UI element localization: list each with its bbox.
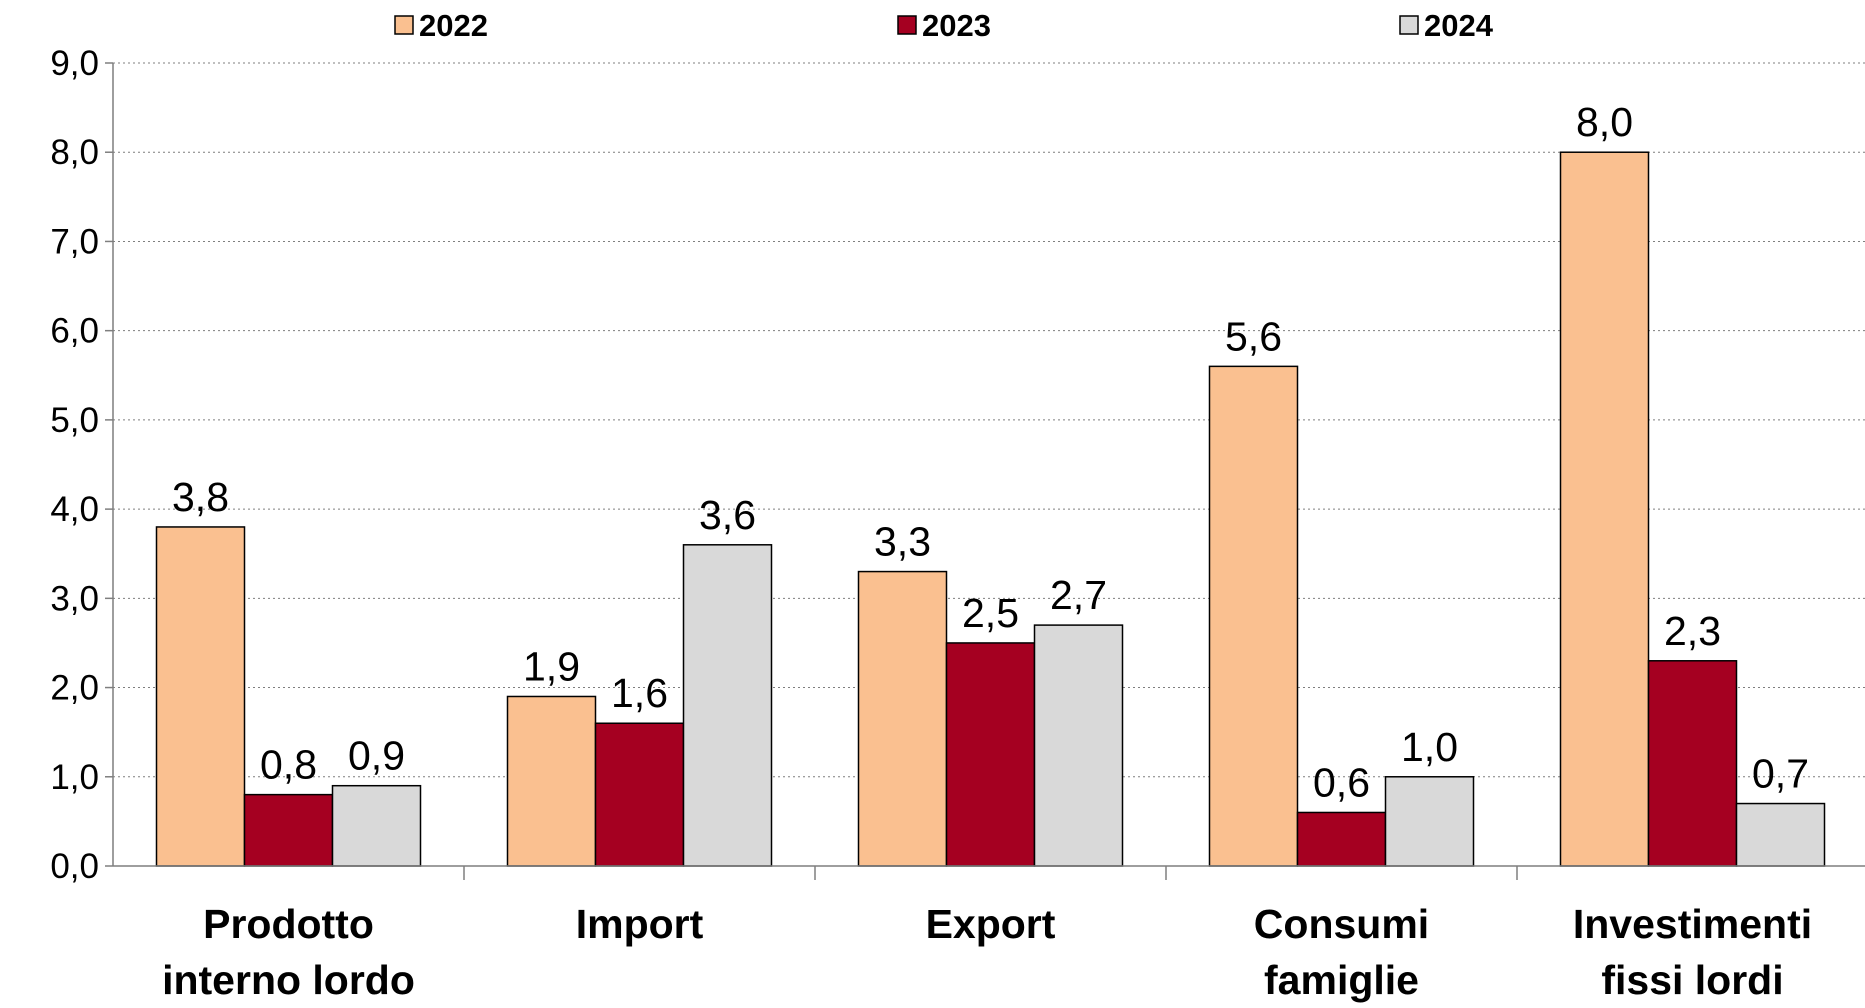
y-tick-label: 1,0 [50,758,99,797]
x-category-label: Import [576,901,704,947]
x-category-label: Investimenti [1573,901,1812,947]
legend-swatch-2023 [897,15,917,35]
bar-2024-2 [1033,624,1124,867]
legend: 2022 2023 2024 [394,8,1494,43]
bar-2023-4 [1647,660,1738,867]
y-tick-label: 8,0 [50,133,99,172]
data-labels: 3,8 0,8 0,9 1,9 1,6 3,6 3,3 2,5 2,7 5,6 0,6 1,0 8,0 2… [172,99,1809,805]
y-tick-label: 2,0 [50,669,99,708]
bar-2023-3 [1296,811,1387,867]
data-label: 2,3 [1664,608,1721,654]
data-label: 0,8 [260,742,317,788]
y-tick-label: 6,0 [50,312,99,351]
bar-2022-4 [1559,151,1650,867]
bar-2024-4 [1735,802,1826,867]
y-tick-label: 0,0 [50,847,99,886]
bar-2024-1 [682,544,773,867]
legend-label: 2024 [1424,8,1494,43]
data-label: 3,8 [172,474,229,520]
bar-2024-0 [331,784,422,867]
x-category-label: famiglie [1264,957,1419,1003]
bar-2023-1 [594,722,685,867]
x-category-label: Export [926,901,1056,947]
legend-label: 2022 [419,8,488,43]
x-category-label: fissi lordi [1601,957,1783,1003]
bar-2022-1 [506,695,597,867]
data-label: 0,6 [1313,759,1370,805]
bar-2022-0 [155,526,246,867]
data-label: 2,5 [962,590,1019,636]
data-label: 3,6 [699,492,756,538]
y-tick-label: 3,0 [50,579,99,618]
legend-swatch-2024 [1399,15,1419,35]
data-label: 8,0 [1576,99,1633,145]
bar-2023-0 [243,793,334,867]
bars [155,151,1826,867]
data-label: 5,6 [1225,313,1282,359]
bar-2024-3 [1384,776,1475,867]
y-tick-label: 5,0 [50,401,99,440]
data-label: 1,0 [1401,724,1458,770]
data-label: 2,7 [1050,572,1107,618]
data-label: 0,9 [348,733,405,779]
legend-swatch-2022 [394,15,414,35]
x-category-label: interno lordo [162,957,415,1003]
legend-label: 2023 [922,8,991,43]
data-label: 3,3 [874,519,931,565]
bar-2022-3 [1208,365,1299,867]
axes: 0,0 1,0 2,0 3,0 4,0 5,0 6,0 7,0 8,0 9,0 Prodotto in… [50,44,1865,1003]
x-category-label: Prodotto [203,901,374,947]
data-label: 1,6 [611,670,668,716]
y-tick-label: 9,0 [50,44,99,83]
x-category-label: Consumi [1254,901,1429,947]
bar-2022-2 [857,570,948,867]
y-tick-label: 4,0 [50,490,99,529]
data-label: 0,7 [1752,751,1809,797]
data-label: 1,9 [523,643,580,689]
y-tick-label: 7,0 [50,222,99,261]
bar-2023-2 [945,642,1036,867]
